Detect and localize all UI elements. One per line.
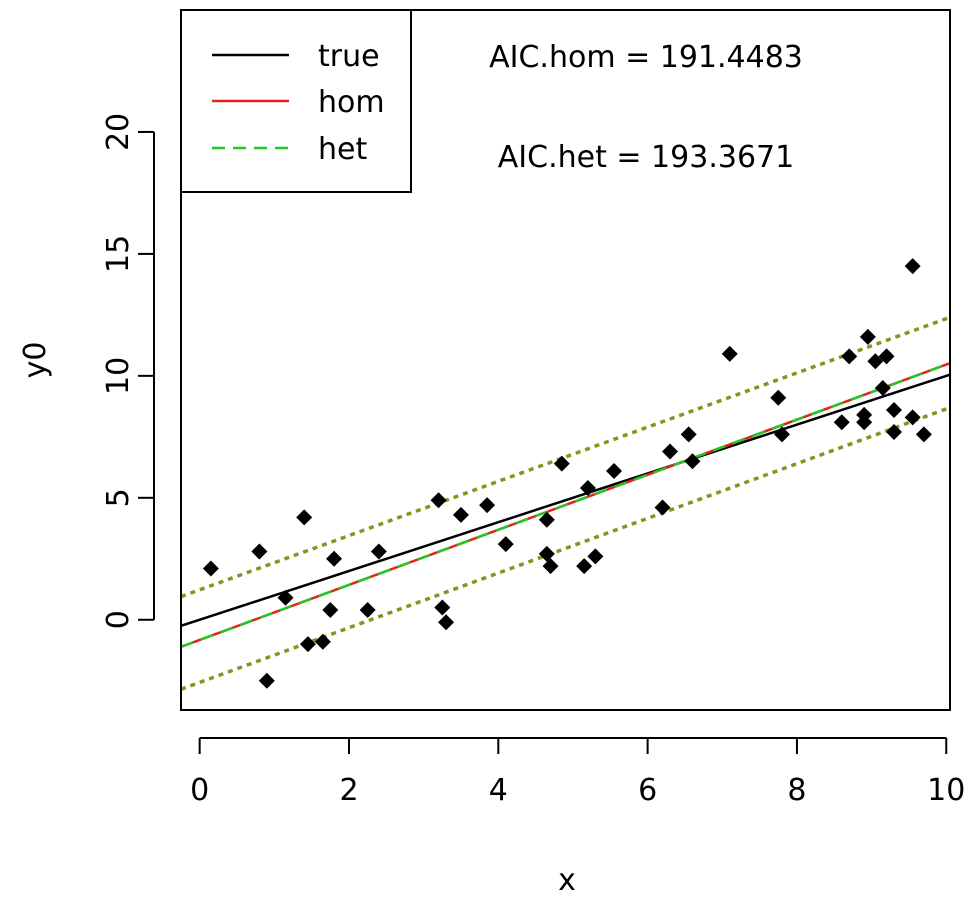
y-tick-label: 15	[101, 235, 136, 273]
data-point	[479, 497, 496, 514]
data-point	[314, 633, 331, 650]
data-point	[452, 506, 469, 523]
y-tick-label: 0	[101, 610, 136, 629]
x-tick-label: 10	[927, 773, 965, 808]
data-point	[841, 348, 858, 365]
annotation-aic-hom: AIC.hom = 191.4483	[489, 40, 803, 75]
data-point	[576, 558, 593, 575]
legend-box	[180, 9, 412, 193]
data-point	[654, 499, 671, 516]
data-point	[878, 348, 895, 365]
data-point	[904, 409, 921, 426]
data-point	[434, 599, 451, 616]
y-tick-label: 20	[101, 113, 136, 151]
y-tick-label: 10	[101, 357, 136, 395]
data-point	[684, 453, 701, 470]
data-point	[721, 345, 738, 362]
x-tick-label: 0	[190, 773, 209, 808]
data-point	[579, 480, 596, 497]
data-point	[915, 426, 932, 443]
data-point	[430, 492, 447, 509]
data-point	[904, 258, 921, 275]
legend: true hom het	[180, 9, 412, 193]
data-point	[370, 543, 387, 560]
x-tick-label: 6	[638, 773, 657, 808]
data-point	[662, 443, 679, 460]
data-point	[587, 548, 604, 565]
data-point	[438, 614, 455, 631]
legend-label-hom: hom	[318, 85, 385, 120]
data-point	[322, 602, 339, 618]
annotation-aic-het: AIC.het = 193.3671	[498, 140, 794, 175]
data-point	[606, 462, 623, 479]
series-line-het	[180, 361, 951, 649]
series-line-het-upper	[180, 315, 951, 599]
data-point	[774, 426, 791, 443]
data-point	[867, 353, 884, 370]
data-point	[296, 509, 313, 526]
legend-label-true: true	[318, 39, 380, 74]
legend-label-het: het	[318, 132, 367, 167]
series-line-true	[180, 373, 951, 628]
data-point	[326, 550, 343, 567]
data-point	[538, 545, 555, 562]
x-tick-label: 8	[787, 773, 806, 808]
data-point	[277, 589, 294, 606]
y-axis-title: y0	[18, 342, 53, 379]
data-point	[299, 636, 316, 653]
x-axis: 0 2 4 6 8 10	[190, 737, 965, 808]
data-point	[856, 406, 873, 423]
plot-frame	[180, 9, 951, 711]
data-point	[553, 455, 570, 472]
data-point	[258, 672, 275, 689]
points-layer	[202, 258, 932, 689]
data-point	[538, 511, 555, 528]
x-tick-label: 2	[339, 773, 358, 808]
y-axis: 0 5 10 15 20	[101, 113, 155, 629]
data-point	[770, 389, 787, 406]
data-point	[874, 380, 891, 397]
data-point	[680, 426, 697, 443]
data-point	[497, 536, 514, 553]
data-point	[859, 328, 876, 345]
x-tick-label: 4	[489, 773, 508, 808]
data-point	[202, 560, 219, 577]
data-point	[542, 558, 559, 575]
data-point	[251, 543, 268, 560]
data-point	[359, 602, 376, 618]
data-point	[886, 423, 903, 440]
x-axis-title: x	[558, 863, 576, 898]
data-point	[886, 402, 903, 418]
data-point	[833, 414, 850, 431]
series-layer	[180, 315, 951, 691]
series-line-het-lower	[180, 405, 951, 691]
y-tick-label: 5	[101, 488, 136, 507]
